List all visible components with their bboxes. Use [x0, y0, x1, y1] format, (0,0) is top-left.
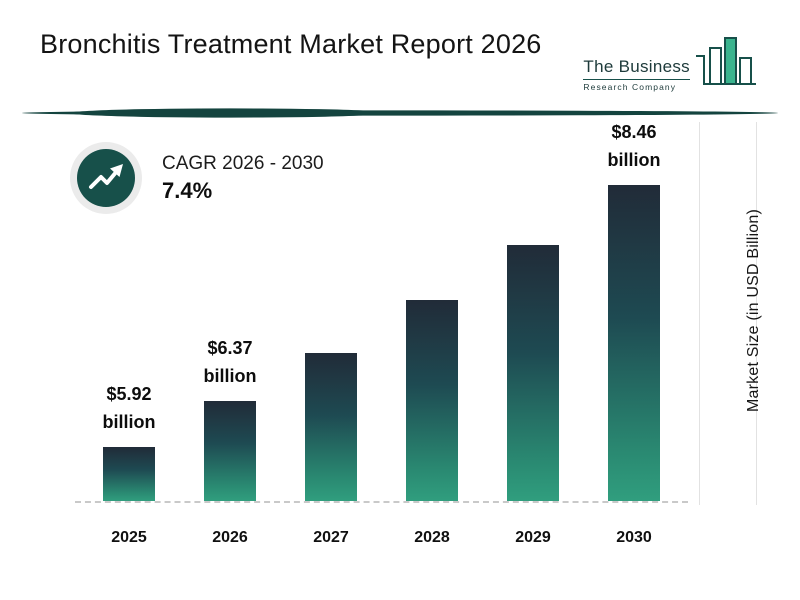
bar — [204, 401, 256, 501]
bar-group — [281, 353, 381, 501]
bar-value-label: $8.46 billion — [607, 122, 661, 171]
x-axis-tick-label: 2025 — [111, 529, 147, 546]
bar — [305, 353, 357, 501]
bar-value-label: $6.37 billion — [203, 338, 257, 387]
x-axis-tick-label: 2027 — [313, 529, 349, 546]
cagr-text: CAGR 2026 - 2030 7.4% — [162, 153, 324, 204]
company-logo: The Business Research Company — [583, 34, 760, 92]
bar — [103, 447, 155, 501]
logo-bars-icon — [696, 37, 756, 85]
y-axis-label: Market Size (in USD Billion) — [745, 209, 762, 412]
logo-line2: Research Company — [583, 82, 677, 92]
logo-text: The Business Research Company — [583, 57, 690, 92]
cagr-label: CAGR 2026 - 2030 — [162, 152, 324, 174]
growth-arrow-icon — [70, 142, 142, 214]
gridline-vertical — [699, 122, 700, 505]
bar-value-label: $5.92 billion — [102, 384, 156, 433]
divider — [22, 108, 778, 118]
x-axis-tick-label: 2029 — [515, 529, 551, 546]
logo-line1: The Business — [583, 57, 690, 80]
bar-group — [382, 300, 482, 501]
page-title: Bronchitis Treatment Market Report 2026 — [40, 29, 542, 59]
x-axis-tick-label: 2028 — [414, 529, 450, 546]
bar-group: $5.92 billion — [79, 381, 179, 501]
x-axis: 2025 2026 2027 2028 2029 2030 — [75, 529, 688, 547]
cagr-block: CAGR 2026 - 2030 7.4% — [68, 140, 324, 216]
header: Bronchitis Treatment Market Report 2026 … — [0, 0, 800, 92]
bar-group — [483, 245, 583, 501]
x-axis-tick-label: 2030 — [616, 529, 652, 546]
bar — [406, 300, 458, 501]
gridline-vertical — [756, 122, 757, 505]
bar-group: $8.46 billion — [584, 119, 684, 501]
cagr-value: 7.4% — [162, 177, 213, 203]
y-axis-label-wrap: Market Size (in USD Billion) — [734, 118, 774, 503]
bar — [608, 185, 660, 501]
x-axis-tick-label: 2026 — [212, 529, 248, 546]
bars-area: $5.92 billion $6.37 billion $8.46 billion — [75, 118, 688, 503]
chart-region: CAGR 2026 - 2030 7.4% $5.92 billion $6.37… — [20, 118, 780, 563]
bar — [507, 245, 559, 501]
bar-group: $6.37 billion — [180, 335, 280, 501]
